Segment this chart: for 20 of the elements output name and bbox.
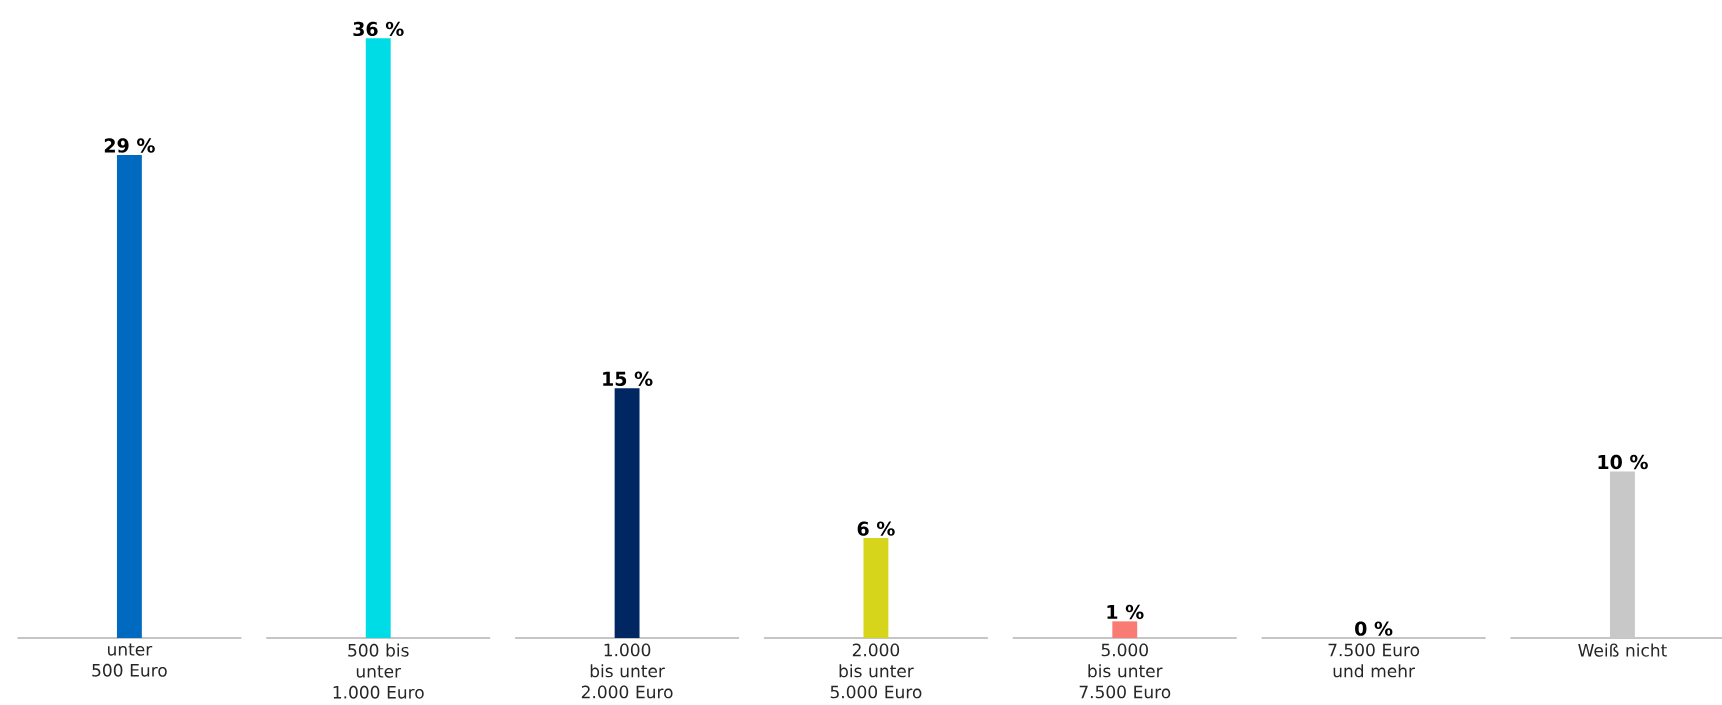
x-tick-label: 500 bis unter 1.000 Euro: [333, 643, 424, 699]
x-tick-label: 2.000 bis unter 5.000 Euro: [830, 643, 922, 699]
data-label: 10 %: [1598, 454, 1648, 470]
bar: [365, 38, 391, 638]
data-label: 6 %: [857, 521, 895, 536]
x-tick-label: 1.000 bis unter 2.000 Euro: [581, 643, 673, 699]
data-label: 1 %: [1107, 604, 1144, 620]
x-tick-label: Weiß nicht: [1578, 643, 1667, 657]
data-label: 36 %: [353, 21, 404, 37]
x-tick-label: 5.000 bis unter 7.500 Euro: [1079, 643, 1171, 699]
bar: [863, 538, 889, 638]
data-label: 15 %: [603, 371, 653, 386]
data-label: 29 %: [104, 138, 155, 153]
bar: [614, 388, 640, 638]
x-tick-label: 7.500 Euro und mehr: [1328, 643, 1420, 678]
bar: [1112, 621, 1138, 638]
bar: [1610, 471, 1635, 638]
bar: [116, 154, 142, 638]
x-tick-label: unter 500 Euro: [92, 643, 167, 677]
data-label: 0 %: [1355, 621, 1393, 636]
